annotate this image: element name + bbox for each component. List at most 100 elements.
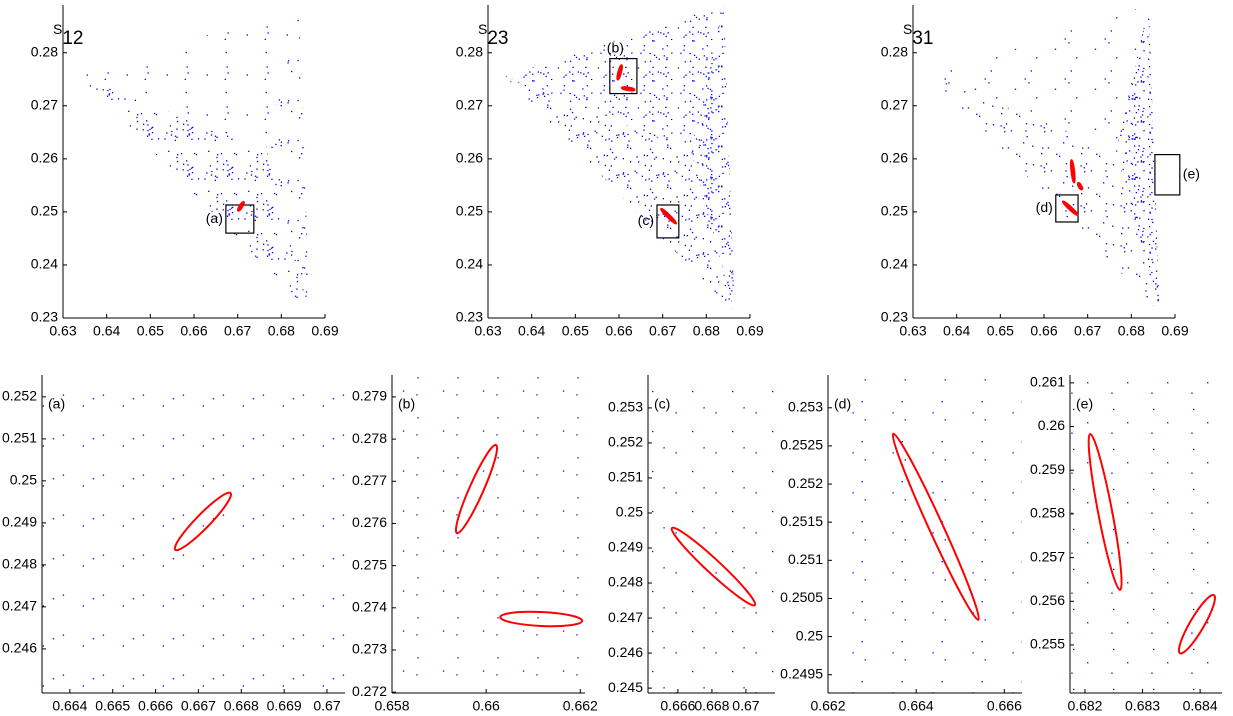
zoom-box (1154, 154, 1181, 196)
y-tick-label: 0.255 (1030, 636, 1065, 652)
y-tick-label: 0.245 (608, 679, 643, 695)
scatter-region (505, 5, 724, 151)
y-tick-label: 0.252 (2, 388, 37, 404)
y-tick-label: 0.246 (2, 640, 37, 656)
x-tick-label: 0.68 (693, 323, 720, 339)
x-tick-label: 0.67 (732, 698, 759, 714)
uncertainty-ellipse (1061, 200, 1079, 216)
y-tick-label: 0.252 (788, 475, 823, 491)
x-tick-label: 0.666 (660, 698, 695, 714)
x-tick-label: 0.658 (374, 698, 409, 714)
x-tick-label: 0.664 (899, 698, 934, 714)
title-subscript: 31 (912, 28, 933, 49)
x-tick-label: 0.67 (224, 323, 251, 339)
y-tick-label: 0.23 (881, 309, 908, 325)
y-tick-label: 0.2505 (780, 589, 823, 605)
panel: (a) 0.246 0.247 0.248 0.249 0.25 0.251 0.252 0.6… (2, 375, 345, 714)
uncertainty-ellipse (454, 443, 499, 535)
y-tick-label: 0.261 (1030, 374, 1065, 390)
x-tick-label: 0.65 (987, 323, 1014, 339)
y-tick-label: 0.258 (1030, 505, 1065, 521)
x-tick-label: 0.69 (1161, 323, 1188, 339)
scatter-region (80, 5, 299, 151)
panel-title: S12 (53, 21, 83, 49)
y-tick-label: 0.23 (456, 309, 483, 325)
scatter-region (80, 76, 310, 313)
uncertainty-ellipse (1076, 181, 1084, 191)
panel-label: (d) (834, 396, 851, 412)
title-main: S (903, 21, 912, 37)
y-tick-label: 0.25 (616, 504, 643, 520)
x-tick-label: 0.664 (52, 698, 87, 714)
scatter-region (266, 5, 310, 313)
x-tick-label: 0.63 (474, 323, 501, 339)
y-tick-label: 0.275 (352, 556, 387, 572)
panel-label: (c) (654, 396, 670, 412)
x-tick-label: 0.64 (518, 323, 545, 339)
title-subscript: 23 (487, 28, 508, 49)
panel: (b) 0.272 0.273 0.274 0.275 0.276 0.277 0.278 0.… (352, 375, 598, 714)
uncertainty-ellipse (173, 491, 233, 552)
y-tick-label: 0.247 (2, 598, 37, 614)
scatter-region (1116, 5, 1160, 313)
y-tick-label: 0.25 (10, 472, 37, 488)
y-tick-label: 0.256 (1030, 592, 1065, 608)
y-tick-label: 0.259 (1030, 461, 1065, 477)
scatter-region (505, 76, 735, 313)
y-tick-label: 0.28 (31, 43, 58, 59)
zoom-box-label: (a) (206, 210, 223, 226)
y-tick-label: 0.28 (881, 43, 908, 59)
panel-title: S31 (903, 21, 933, 49)
x-tick-label: 0.66 (473, 698, 500, 714)
y-tick-label: 0.251 (2, 430, 37, 446)
x-tick-label: 0.682 (1067, 698, 1102, 714)
x-tick-label: 0.683 (1125, 698, 1160, 714)
zoom-box (609, 57, 638, 95)
y-tick-label: 0.248 (2, 556, 37, 572)
x-tick-label: 0.662 (810, 698, 845, 714)
x-tick-label: 0.668 (694, 698, 729, 714)
y-tick-label: 0.25 (456, 203, 483, 219)
y-tick-label: 0.26 (31, 150, 58, 166)
x-tick-label: 0.65 (137, 323, 164, 339)
x-tick-label: 0.63 (49, 323, 76, 339)
y-tick-label: 0.251 (608, 469, 643, 485)
panel: (e) 0.255 0.256 0.257 0.258 0.259 0.26 0.261 0.6… (1030, 374, 1222, 714)
x-tick-label: 0.69 (311, 323, 338, 339)
uncertainty-ellipse (660, 207, 678, 225)
x-tick-label: 0.684 (1183, 698, 1218, 714)
x-tick-label: 0.68 (268, 323, 295, 339)
y-tick-label: 0.247 (608, 609, 643, 625)
y-tick-label: 0.27 (456, 96, 483, 112)
x-tick-label: 0.67 (313, 698, 340, 714)
y-tick-label: 0.27 (31, 96, 58, 112)
uncertainty-ellipse (1087, 432, 1123, 591)
x-tick-label: 0.64 (943, 323, 970, 339)
panel: (c) 0.245 0.246 0.247 0.248 0.249 0.25 0.251 0.2… (608, 375, 775, 714)
uncertainty-ellipse (499, 610, 584, 628)
y-tick-label: 0.24 (456, 256, 483, 272)
y-tick-label: 0.23 (31, 309, 58, 325)
y-tick-label: 0.276 (352, 514, 387, 530)
title-subscript: 12 (62, 28, 83, 49)
y-tick-label: 0.274 (352, 599, 387, 615)
x-tick-label: 0.69 (736, 323, 763, 339)
x-tick-label: 0.63 (899, 323, 926, 339)
y-tick-label: 0.253 (788, 398, 823, 414)
y-tick-label: 0.277 (352, 472, 387, 488)
y-tick-label: 0.2495 (780, 665, 823, 681)
title-main: S (478, 21, 487, 37)
scatter-region (930, 76, 1160, 313)
scatter-region (930, 5, 1149, 151)
y-tick-label: 0.24 (881, 256, 908, 272)
panel: (b) (c) S23 0.23 0.24 0.25 0.26 0.27 0.28 0.63 0.6… (456, 5, 764, 339)
x-tick-label: 0.67 (1074, 323, 1101, 339)
uncertainty-ellipse (1177, 593, 1216, 655)
uncertainty-ellipse (891, 432, 980, 621)
y-tick-label: 0.25 (796, 627, 823, 643)
x-tick-label: 0.666 (138, 698, 173, 714)
scatter-texture (42, 375, 345, 693)
y-tick-label: 0.26 (456, 150, 483, 166)
zoom-box (1055, 194, 1079, 223)
panel: (d) 0.2495 0.25 0.2505 0.251 0.2515 0.252 0.252… (780, 375, 1022, 714)
